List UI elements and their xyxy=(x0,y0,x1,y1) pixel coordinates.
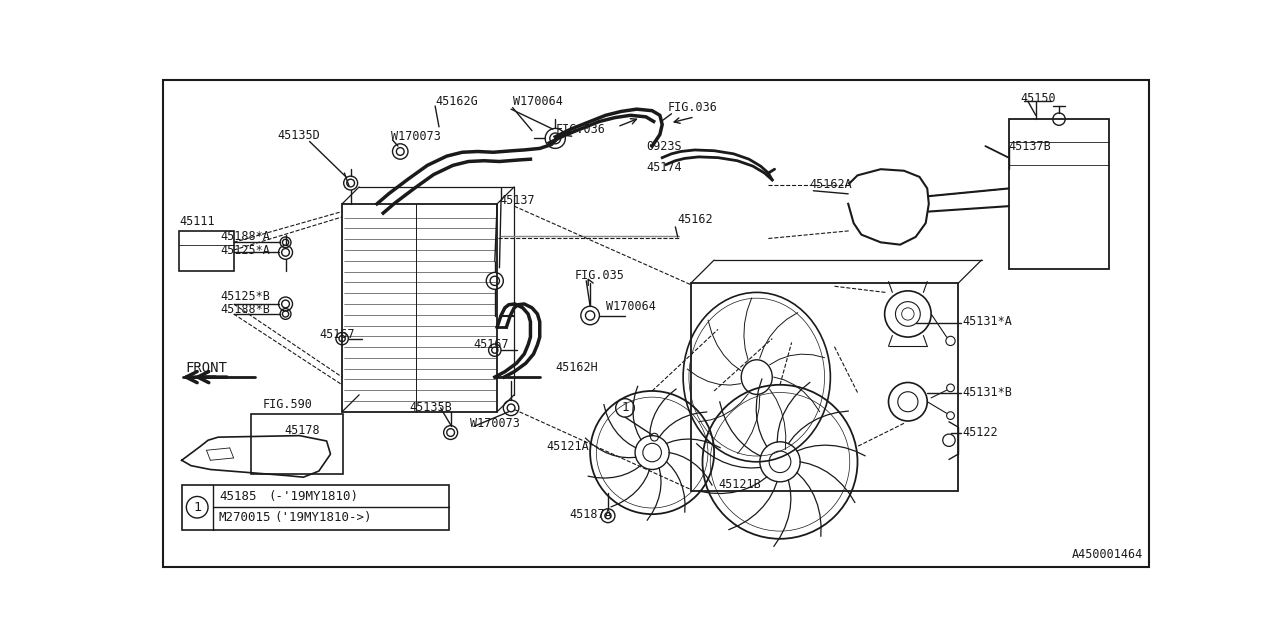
Text: 45135B: 45135B xyxy=(410,401,452,415)
Text: FIG.036: FIG.036 xyxy=(556,123,605,136)
Text: 45188*B: 45188*B xyxy=(220,303,270,316)
Text: 45188*A: 45188*A xyxy=(220,230,270,243)
Text: 45167: 45167 xyxy=(474,339,509,351)
Text: W170073: W170073 xyxy=(390,131,440,143)
Text: M270015: M270015 xyxy=(219,511,271,524)
Text: 45121A: 45121A xyxy=(547,440,589,453)
Text: FIG.035: FIG.035 xyxy=(575,269,625,282)
Text: 45174: 45174 xyxy=(646,161,682,174)
Text: 45162G: 45162G xyxy=(435,95,477,108)
Text: FRONT: FRONT xyxy=(186,361,228,375)
Text: 45178: 45178 xyxy=(284,424,320,438)
Text: A450001464: A450001464 xyxy=(1071,548,1143,561)
Text: 45162A: 45162A xyxy=(809,178,852,191)
Bar xyxy=(182,485,449,529)
Bar xyxy=(1009,119,1110,269)
Text: 45131*A: 45131*A xyxy=(963,315,1012,328)
Text: (-'19MY1810): (-'19MY1810) xyxy=(269,490,358,503)
Text: 45121B: 45121B xyxy=(718,479,760,492)
Text: 45187A: 45187A xyxy=(570,508,612,521)
Text: 45150: 45150 xyxy=(1020,92,1056,105)
Text: 45162: 45162 xyxy=(677,212,713,226)
Text: W170073: W170073 xyxy=(470,417,520,430)
Text: 1: 1 xyxy=(193,500,201,514)
Text: FIG.036: FIG.036 xyxy=(668,101,718,114)
Text: ('19MY1810->): ('19MY1810->) xyxy=(275,511,372,524)
Text: 45125*A: 45125*A xyxy=(220,244,270,257)
Text: 0923S: 0923S xyxy=(646,140,682,152)
Bar xyxy=(691,283,959,491)
Text: 45122: 45122 xyxy=(963,426,997,439)
Text: 45135D: 45135D xyxy=(278,129,320,142)
Text: W170064: W170064 xyxy=(512,95,562,108)
Bar xyxy=(251,414,343,474)
Text: 45111: 45111 xyxy=(179,215,215,228)
Text: 45185: 45185 xyxy=(219,490,256,503)
Text: 45125*B: 45125*B xyxy=(220,290,270,303)
Text: FIG.590: FIG.590 xyxy=(262,397,312,410)
Text: 45131*B: 45131*B xyxy=(963,386,1012,399)
Text: 45167: 45167 xyxy=(319,328,355,341)
Bar xyxy=(342,204,497,412)
Text: 45137B: 45137B xyxy=(1009,140,1051,152)
Text: 45162H: 45162H xyxy=(556,362,598,374)
Text: W170064: W170064 xyxy=(605,300,655,313)
Text: 45137: 45137 xyxy=(499,193,535,207)
Text: 1: 1 xyxy=(621,401,628,415)
Bar xyxy=(179,231,234,271)
